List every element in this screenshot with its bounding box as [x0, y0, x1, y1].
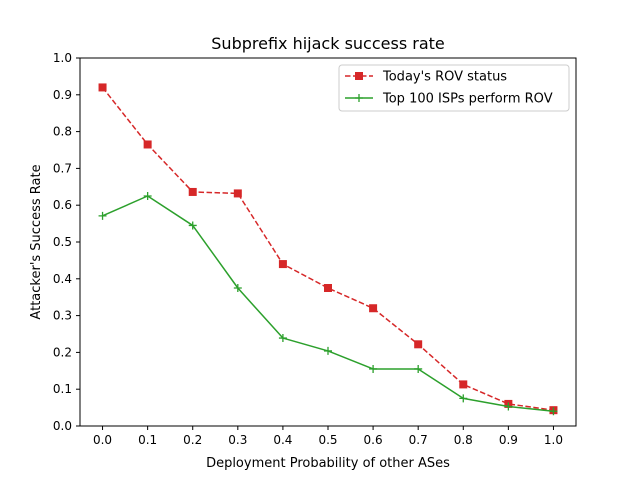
series-2: [98, 192, 558, 416]
y-tick-label: 1.0: [53, 51, 72, 65]
chart-title: Subprefix hijack success rate: [211, 34, 444, 53]
x-axis-label: Deployment Probability of other ASes: [206, 456, 450, 471]
y-tick-label: 0.4: [53, 272, 72, 286]
y-tick-label: 0.5: [53, 235, 72, 249]
data-point: [188, 221, 197, 230]
data-point: [278, 260, 287, 269]
y-axis-label: Attacker's Success Rate: [29, 164, 44, 319]
data-point: [98, 83, 107, 92]
x-tick-label: 0.0: [93, 433, 112, 447]
legend: Today's ROV status Top 100 ISPs perform R…: [338, 64, 570, 112]
data-point: [369, 364, 378, 373]
legend-item: Top 100 ISPs perform ROV: [345, 92, 553, 107]
x-tick-label: 0.2: [183, 433, 202, 447]
x-tick-label: 0.7: [409, 433, 428, 447]
y-tick-label: 0.0: [53, 419, 72, 433]
series-line: [101, 86, 554, 411]
x-tick-label: 0.1: [138, 433, 157, 447]
y-tick-label: 0.2: [53, 345, 72, 359]
data-point: [233, 189, 242, 198]
x-tick-label: 0.9: [499, 433, 518, 447]
y-tick-label: 0.8: [53, 125, 72, 139]
series-layer: [98, 83, 558, 416]
plot-frame: [79, 57, 577, 427]
x-tick-label: 0.5: [318, 433, 337, 447]
y-axis-ticks: 0.0 0.1 0.2 0.3 0.4 0.5 0.6 0.7 0.8 0.9 1.0: [53, 51, 80, 433]
data-point: [414, 364, 423, 373]
y-tick-label: 0.9: [53, 88, 72, 102]
data-point: [98, 211, 107, 220]
data-point: [324, 346, 332, 355]
y-tick-label: 0.6: [53, 198, 72, 212]
legend-item: Today's ROV status: [345, 70, 507, 85]
data-point: [414, 340, 423, 349]
data-point: [504, 402, 513, 411]
legend-label: Today's ROV status: [382, 70, 507, 85]
y-tick-label: 0.3: [53, 309, 72, 323]
x-tick-label: 0.3: [228, 433, 247, 447]
legend-label: Top 100 ISPs perform ROV: [382, 92, 553, 107]
x-axis-ticks: 0.0 0.1 0.2 0.3 0.4 0.5 0.6 0.7 0.8 0.9 1.0: [93, 426, 563, 447]
data-point: [459, 394, 468, 403]
x-tick-label: 1.0: [544, 433, 563, 447]
data-point: [233, 284, 242, 292]
y-tick-label: 0.1: [53, 382, 72, 396]
data-point: [549, 407, 558, 416]
data-point: [143, 140, 152, 149]
legend-box: [338, 64, 570, 112]
data-point: [188, 187, 197, 196]
data-point: [459, 380, 468, 389]
y-tick-label: 0.7: [53, 161, 72, 175]
data-point: [324, 284, 332, 292]
data-point: [278, 334, 287, 343]
legend-marker: [355, 72, 363, 80]
data-point: [369, 304, 378, 313]
x-tick-label: 0.6: [364, 433, 383, 447]
x-tick-label: 0.8: [454, 433, 473, 447]
data-point: [143, 192, 152, 200]
x-tick-label: 0.4: [273, 433, 292, 447]
legend-marker: [355, 94, 363, 102]
